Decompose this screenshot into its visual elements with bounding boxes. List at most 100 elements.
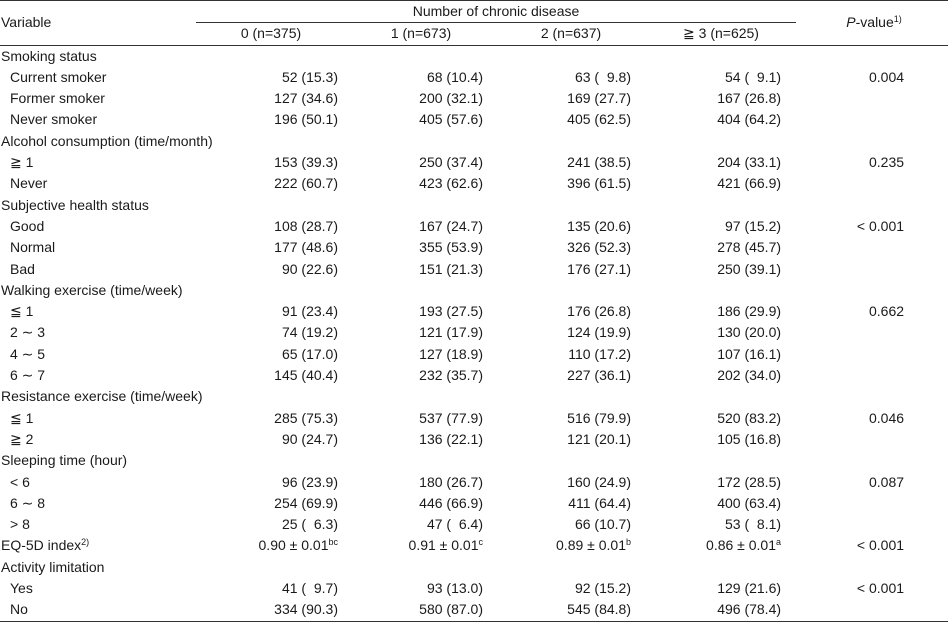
row-label: 2 ∼ 3 [10, 324, 46, 341]
cell-value: 53 ( 8.1) [725, 516, 782, 533]
p-value-cell: 0.004 [868, 68, 905, 85]
table-row: ≦ 1 285 (75.3) 537 (77.9) 516 (79.9) 520 (83… [0, 408, 948, 429]
cell-value: 446 (66.9) [419, 494, 483, 511]
table-body: Smoking status Current smoker 52 (15.3) 68 … [0, 45, 948, 622]
cell-value: 520 (83.2) [717, 409, 782, 426]
row-label: Never [10, 175, 48, 192]
cell-value [646, 45, 796, 67]
table-row: ≧ 2 90 (24.7) 136 (22.1) 121 (20.1) 105 (16.… [0, 429, 948, 450]
cell-value [196, 195, 346, 216]
cell-value: 516 (79.9) [567, 409, 631, 426]
row-label: < 6 [10, 473, 30, 490]
cell-value: 177 (48.6) [274, 239, 338, 256]
cell-value: 537 (77.9) [419, 409, 483, 426]
p-value-cell [796, 557, 948, 578]
cell-value: 334 (90.3) [196, 599, 346, 622]
cell-value: 0.86 ± 0.01a [706, 537, 782, 554]
p-value-cell [796, 450, 948, 471]
table-row: Yes 41 ( 9.7) 93 (13.0) 92 (15.2) 129 (21.6)… [0, 578, 948, 599]
cell-value [496, 557, 646, 578]
cell-value: 41 ( 9.7) [281, 580, 338, 597]
cell-value [346, 195, 496, 216]
category-label: EQ-5D index2) [1, 537, 90, 554]
cell-value: 108 (28.7) [274, 217, 338, 234]
cell-value [196, 450, 346, 471]
category-row: Walking exercise (time/week) [0, 280, 948, 301]
cell-value: 0.89 ± 0.01b [556, 537, 631, 554]
p-value-cell [796, 493, 948, 514]
p-value-cell [796, 109, 948, 130]
cell-value: 47 ( 6.4) [426, 516, 483, 533]
cell-value: 200 (32.1) [419, 90, 483, 107]
row-label: ≧ 2 [10, 430, 34, 447]
cell-value [496, 45, 646, 67]
cell-value: 0.91 ± 0.01c [408, 537, 483, 554]
cell-value: 326 (52.3) [567, 239, 631, 256]
p-value-cell [796, 237, 948, 258]
cell-value: 167 (26.8) [717, 90, 782, 107]
table-row: < 6 96 (23.9) 180 (26.7) 160 (24.9) 172 (28.… [0, 472, 948, 493]
category-row: EQ-5D index2) 0.90 ± 0.01bc 0.91 ± 0.01c 0.… [0, 535, 948, 556]
cell-value: 145 (40.4) [274, 367, 338, 384]
cell-value: 63 ( 9.8) [574, 68, 631, 85]
header-row: Variable Number of chronic disease P-val… [0, 0, 948, 46]
category-label: Subjective health status [1, 196, 149, 213]
cell-value: 169 (27.7) [567, 90, 631, 107]
cell-value: 241 (38.5) [567, 154, 631, 171]
cell-value: 127 (18.9) [419, 345, 483, 362]
p-value-cell: 0.662 [868, 303, 905, 320]
cell-value: 65 (17.0) [281, 345, 338, 362]
cell-value: 405 (62.5) [567, 111, 631, 128]
cell-value: 52 (15.3) [281, 68, 338, 85]
p-value-cell: 0.046 [868, 409, 905, 426]
cell-value [646, 386, 796, 407]
p-value-cell [796, 173, 948, 194]
cell-value: 196 (50.1) [274, 111, 338, 128]
cell-value [646, 280, 796, 301]
cell-value: 136 (22.1) [419, 430, 483, 447]
cell-value [196, 280, 346, 301]
p-value-cell: < 0.001 [856, 580, 905, 597]
p-value-cell [796, 599, 948, 622]
cell-value: 496 (78.4) [646, 599, 797, 622]
cell-value [496, 280, 646, 301]
cell-value: 68 (10.4) [426, 68, 483, 85]
row-label: Never smoker [10, 111, 98, 128]
cell-value: 25 ( 6.3) [281, 516, 338, 533]
cell-value: 580 (87.0) [346, 599, 496, 622]
cell-value: 167 (24.7) [419, 217, 483, 234]
p-value-cell [796, 429, 948, 450]
cell-value: 129 (21.6) [717, 580, 782, 597]
row-label: ≦ 1 [10, 409, 34, 426]
row-label: Current smoker [10, 68, 107, 85]
cell-value: 127 (34.6) [274, 90, 338, 107]
table-row: Bad 90 (22.6) 151 (21.3) 176 (27.1) 250 (39.… [0, 259, 948, 280]
row-label: Former smoker [10, 90, 105, 107]
table-row: Good 108 (28.7) 167 (24.7) 135 (20.6) 97 (15… [0, 216, 948, 237]
table-row: Normal 177 (48.6) 355 (53.9) 326 (52.3) 278 … [0, 237, 948, 258]
category-label: Sleeping time (hour) [1, 452, 128, 469]
cell-value: 176 (26.8) [567, 303, 631, 320]
category-row: Sleeping time (hour) [0, 450, 948, 471]
row-label: 6 ∼ 8 [10, 494, 46, 511]
cell-value [346, 45, 496, 67]
p-value-header: P-value1) [796, 0, 948, 46]
p-value-cell [796, 280, 948, 301]
cell-value: 285 (75.3) [274, 409, 338, 426]
cell-value: 151 (21.3) [419, 260, 483, 277]
cell-value: 97 (15.2) [724, 217, 782, 234]
category-label: Smoking status [1, 47, 97, 64]
table-row: 4 ∼ 5 65 (17.0) 127 (18.9) 110 (17.2) 107 (1… [0, 344, 948, 365]
group-header: ≧ 3 (n=625) [646, 22, 797, 46]
category-label: Alcohol consumption (time/month) [1, 132, 213, 149]
cell-value: 135 (20.6) [567, 217, 631, 234]
cell-value [646, 450, 796, 471]
cell-value: 124 (19.9) [567, 324, 631, 341]
cell-value: 545 (84.8) [496, 599, 646, 622]
group-header: 0 (n=375) [196, 22, 346, 46]
category-label: Walking exercise (time/week) [1, 281, 183, 298]
cell-value: 0.90 ± 0.01bc [258, 537, 338, 554]
p-value-cell [796, 88, 948, 109]
category-label: Resistance exercise (time/week) [1, 388, 203, 405]
